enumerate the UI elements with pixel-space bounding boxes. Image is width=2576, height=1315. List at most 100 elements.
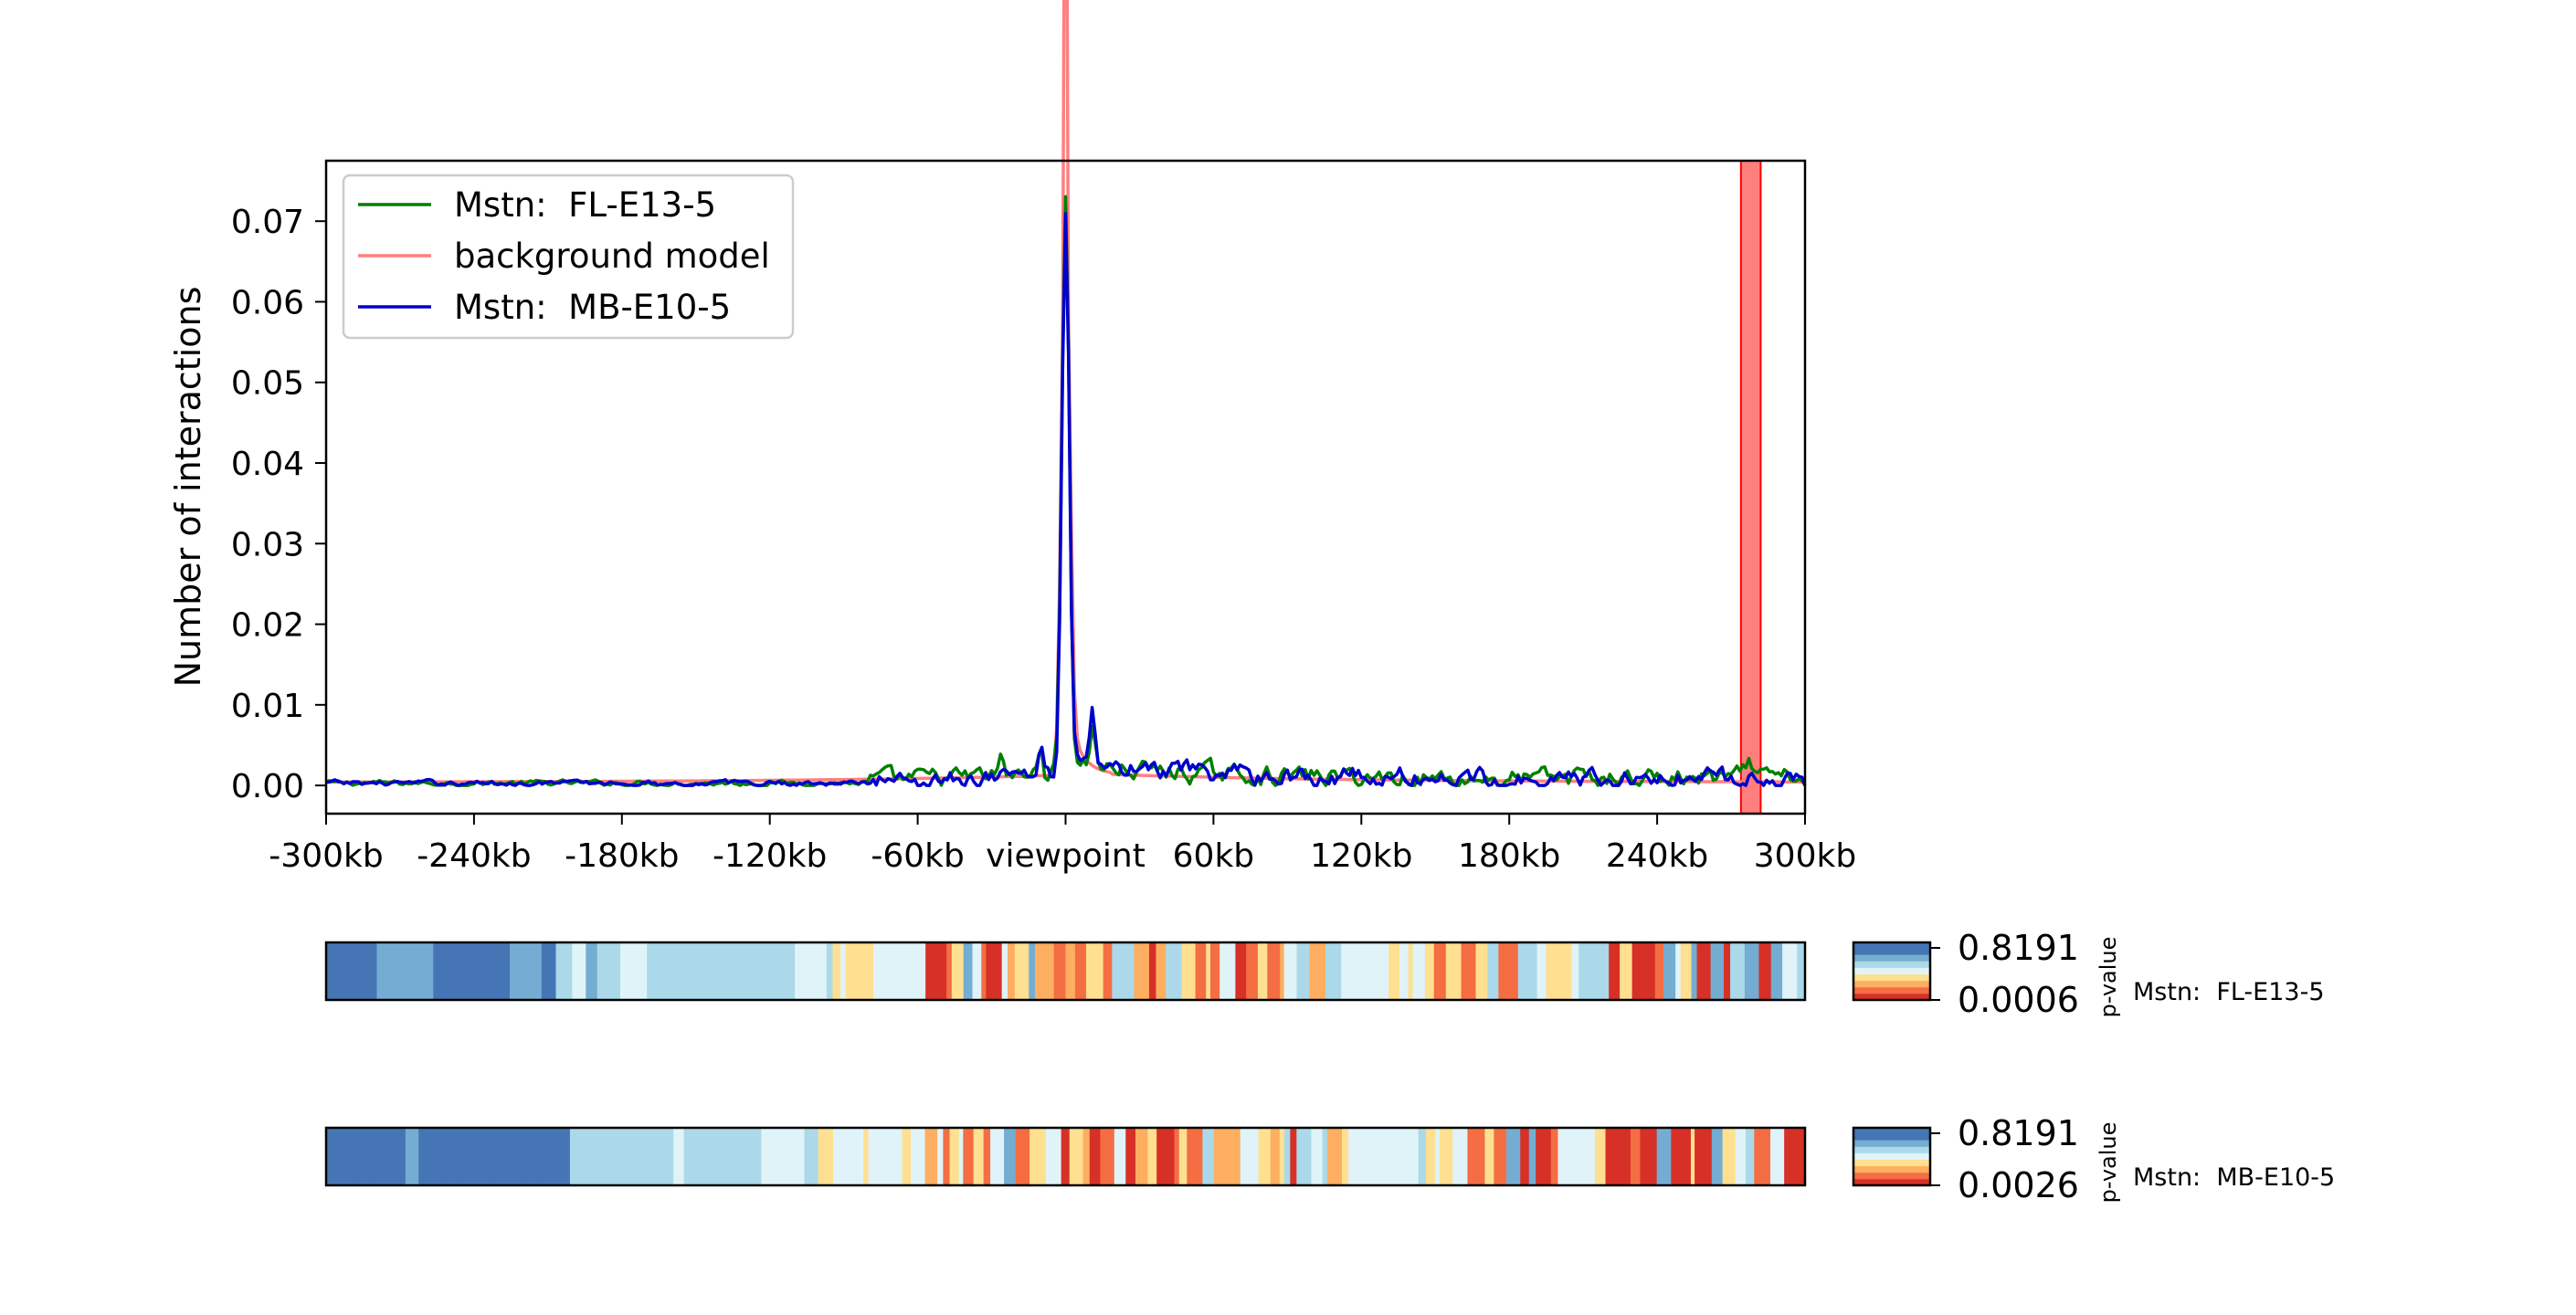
colorbar-segment <box>1853 967 1930 975</box>
pvalue-cell <box>1235 942 1247 1000</box>
pvalue-cell <box>840 942 847 1000</box>
pvalue-cell <box>1112 942 1120 1000</box>
pvalue-cell <box>418 1128 442 1185</box>
pvalue-cell <box>1550 1128 1559 1185</box>
pvalue-cell <box>1290 1128 1297 1185</box>
colorbar-segment <box>1853 986 1930 994</box>
pvalue-cell <box>863 1128 870 1185</box>
pvalue-cell <box>911 942 926 1000</box>
pvalue-cell <box>1187 1128 1204 1185</box>
pvalue-cell <box>818 1128 834 1185</box>
pvalue-cell <box>1166 942 1183 1000</box>
colorbar-frame-mb <box>1852 1126 1932 1187</box>
pvalue-cell <box>1053 942 1067 1000</box>
pvalue-cell <box>1296 942 1311 1000</box>
y-tick-label: 0.02 <box>231 607 304 645</box>
pvalue-cell <box>892 1128 903 1185</box>
y-tick-label: 0.01 <box>231 688 304 725</box>
pvalue-cell <box>1710 942 1725 1000</box>
pvalue-cell <box>814 942 819 1000</box>
pvalue-cell <box>1656 1128 1672 1185</box>
pvalue-cell <box>541 942 557 1000</box>
colorbar-segment <box>1853 954 1930 962</box>
pvalue-cell <box>1623 1128 1631 1185</box>
pvalue-cell <box>804 1128 819 1185</box>
colorbar-frame-fl <box>1852 941 1932 1002</box>
pvalue-cell <box>1029 1128 1038 1185</box>
pvalue-cell <box>1517 942 1531 1000</box>
pvalue-cell <box>1784 1128 1791 1185</box>
pvalue-cell <box>1452 1128 1469 1185</box>
pvalue-cell <box>990 1128 1005 1185</box>
pvalue-cell <box>795 1128 801 1185</box>
pvalue-cell <box>1504 942 1510 1000</box>
pvalue-cell <box>1365 942 1382 1000</box>
pvalue-cell <box>596 942 621 1000</box>
pvalue-cell <box>1744 942 1760 1000</box>
pvalue-cell <box>353 942 365 1000</box>
pvalue-cell <box>1181 942 1197 1000</box>
pvalue-cell <box>986 942 1003 1000</box>
pvalue-cell <box>1675 942 1682 1000</box>
pvalue-cell <box>883 942 896 1000</box>
pvalue-cell <box>1680 942 1693 1000</box>
pvalue-cell <box>1425 1128 1436 1185</box>
pvalue-cell <box>1257 942 1268 1000</box>
pvalue-cell <box>1797 942 1806 1000</box>
pvalue-track-frame-fl <box>324 941 1807 1002</box>
pvalue-cell <box>1620 942 1633 1000</box>
pvalue-cell <box>1439 1128 1453 1185</box>
pvalue-cell <box>1399 942 1409 1000</box>
pvalue-cell <box>1125 1128 1136 1185</box>
colorbar-mb <box>1853 1128 1930 1186</box>
pvalue-cell <box>1770 942 1783 1000</box>
pvalue-cell <box>1702 1128 1713 1185</box>
colorbar-title-fl: p-value <box>2096 937 2121 1018</box>
colorbar-max-label-mb: 0.8191 <box>1958 1113 2079 1153</box>
colorbar-segment <box>1853 1133 1930 1141</box>
pvalue-cell <box>904 942 912 1000</box>
colorbar-segment <box>1853 961 1930 968</box>
x-tick-label: -300kb <box>269 837 383 875</box>
pvalue-cell <box>1247 1128 1260 1185</box>
pvalue-cell <box>359 1128 373 1185</box>
pvalue-cell <box>376 942 412 1000</box>
pvalue-cell <box>1118 942 1135 1000</box>
track-name-mb: Mstn: MB-E10-5 <box>2133 1163 2335 1192</box>
pvalue-cell <box>1676 1128 1692 1185</box>
pvalue-cell <box>1477 1128 1486 1185</box>
pvalue-heatmap-fl <box>326 942 1806 1000</box>
colorbar-segment <box>1853 942 1930 948</box>
pvalue-cell <box>1240 1128 1248 1185</box>
pvalue-cell <box>1341 942 1354 1000</box>
pvalue-heatmap-mb <box>326 1128 1806 1185</box>
y-axis: 0.00 0.01 0.02 0.03 0.04 0.05 0.06 0.07 <box>231 204 326 805</box>
pvalue-cell <box>1202 1128 1215 1185</box>
pvalue-cell <box>1558 942 1573 1000</box>
pvalue-cell <box>894 942 905 1000</box>
pvalue-cell <box>860 942 874 1000</box>
pvalue-cell <box>1572 1128 1589 1185</box>
pvalue-cell <box>972 942 982 1000</box>
pvalue-cell <box>1045 1128 1062 1185</box>
pvalue-cell <box>761 1128 797 1185</box>
colorbar-min-label-mb: 0.0026 <box>1958 1165 2079 1205</box>
pvalue-cell <box>1082 1128 1091 1185</box>
series-layer <box>325 0 1807 787</box>
pvalue-cell <box>872 1128 885 1185</box>
pvalue-cell <box>858 1128 864 1185</box>
pvalue-cell <box>1536 942 1547 1000</box>
pvalue-cell <box>973 1128 985 1185</box>
pvalue-cell <box>456 1128 480 1185</box>
pvalue-cell <box>1694 1128 1703 1185</box>
pvalue-cell <box>647 942 672 1000</box>
pvalue-cell <box>826 942 834 1000</box>
pvalue-cell <box>1342 1128 1349 1185</box>
colorbar-segment <box>1853 1159 1930 1167</box>
pvalue-cell <box>1765 1128 1771 1185</box>
pvalue-cell <box>1148 942 1157 1000</box>
pvalue-cell <box>1475 942 1488 1000</box>
pvalue-cell <box>949 1128 960 1185</box>
pvalue-cell <box>1557 1128 1573 1185</box>
pvalue-cell <box>1156 1128 1167 1185</box>
